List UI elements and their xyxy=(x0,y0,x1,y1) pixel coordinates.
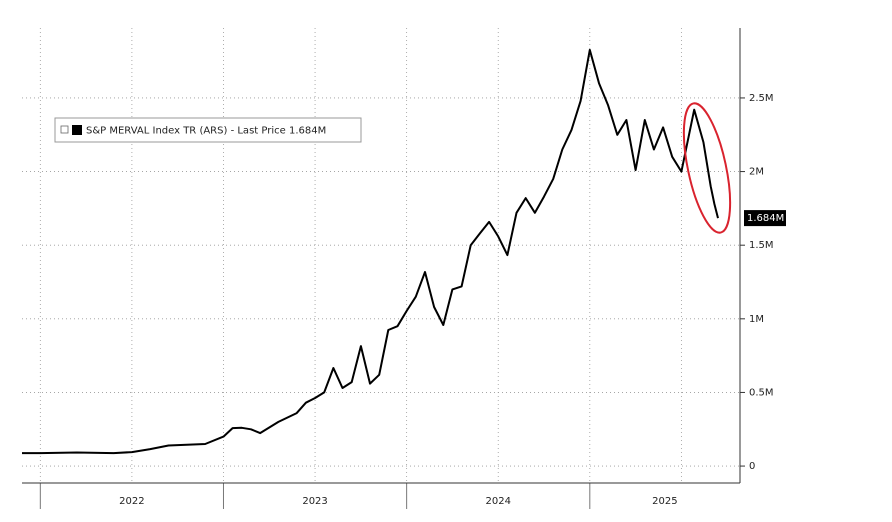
y-tick-label: 2M xyxy=(749,167,764,178)
legend: S&P MERVAL Index TR (ARS) - Last Price 1… xyxy=(54,117,362,143)
price-line xyxy=(22,48,719,455)
axes: 0 0.5M 1M 1.5M 2M 2.5M 2022 2023 2024 2025 1.684M xyxy=(22,28,786,509)
x-tick-label: 2022 xyxy=(119,496,144,507)
y-tick-label: 1M xyxy=(749,314,764,325)
highlight-ellipse xyxy=(682,102,732,234)
legend-toggle xyxy=(60,125,69,134)
legend-swatch xyxy=(72,125,82,135)
last-price-label: 1.684M xyxy=(747,213,784,224)
legend-name: S&P MERVAL Index TR (ARS) xyxy=(86,126,227,137)
y-tick-label: 1.5M xyxy=(749,240,774,251)
y-tick-label: 2.5M xyxy=(749,93,774,104)
y-tick-label: 0.5M xyxy=(749,387,774,398)
legend-last-price: 1.684M xyxy=(289,126,326,137)
x-tick-label: 2024 xyxy=(485,496,510,507)
legend-caption: - Last Price xyxy=(231,126,286,137)
y-tick-label: 0 xyxy=(749,461,755,472)
x-tick-label: 2025 xyxy=(652,496,677,507)
last-price-tag xyxy=(744,210,786,227)
x-tick-label: 2023 xyxy=(302,496,327,507)
legend-text: S&P MERVAL Index TR (ARS) - Last Price 1… xyxy=(86,126,326,137)
legend-box xyxy=(54,117,362,143)
